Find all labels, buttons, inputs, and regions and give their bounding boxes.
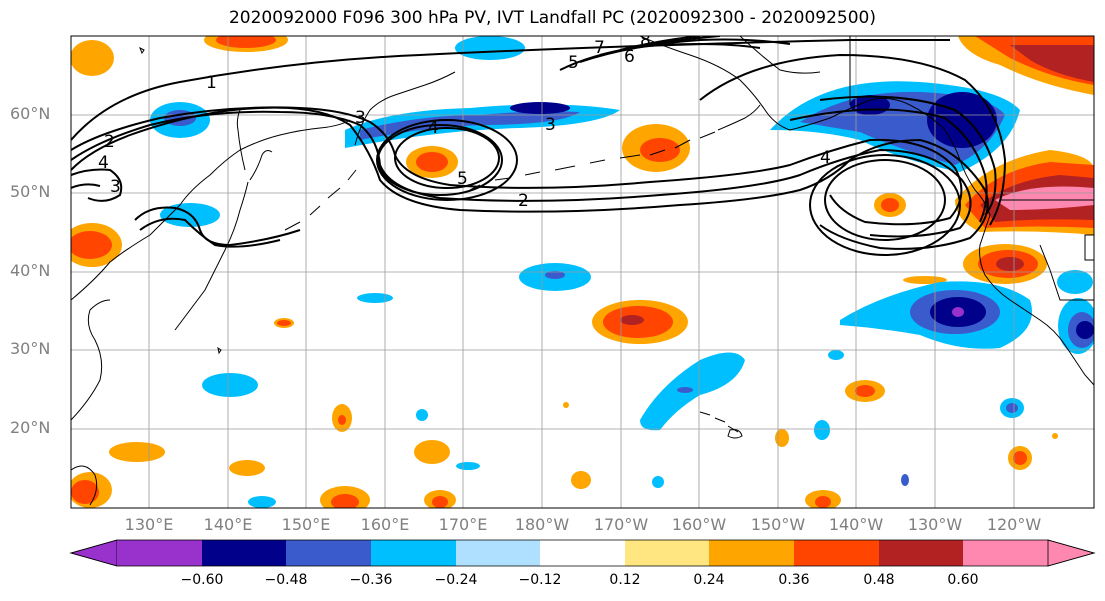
lat-label-60n: 60°N: [10, 104, 51, 123]
gridlines: [71, 36, 1094, 508]
lon-label-180w: 180°W: [514, 515, 570, 534]
contour-label-4: 4: [428, 118, 439, 138]
contour-label-8: 8: [640, 31, 651, 51]
colorbar-swatch: [371, 540, 456, 566]
lon-label-140w: 140°W: [828, 515, 884, 534]
colorbar-swatch: [202, 540, 286, 566]
colorbar-tick: −0.24: [434, 572, 478, 588]
colorbar-extend-max: [1047, 539, 1096, 567]
contour-label-3: 3: [355, 108, 366, 128]
contour-labels: 1 2 2 3 3 3 4 4 4 5 5 6 7 8: [98, 31, 831, 211]
contour-label-6: 6: [624, 47, 635, 67]
pv-contours: [71, 36, 1007, 256]
contour-label-5: 5: [457, 169, 468, 189]
colorbar-tick: −0.48: [264, 572, 308, 588]
colorbar-tick: 0.36: [778, 572, 810, 588]
coastlines: [71, 36, 1094, 506]
lon-label-170w: 170°W: [593, 515, 649, 534]
colorbar-tick: −0.36: [349, 572, 393, 588]
colorbar-swatch: [794, 540, 879, 566]
lon-label-160e: 160°E: [360, 515, 410, 534]
colorbar-swatch: [963, 540, 1048, 566]
contour-label-4: 4: [98, 153, 109, 173]
contour-label-3: 3: [110, 177, 121, 197]
map-frame: [70, 35, 1095, 509]
lat-label-30n: 30°N: [10, 339, 51, 358]
contour-label-2: 2: [518, 191, 529, 211]
colorbar-swatch: [540, 540, 625, 566]
lon-label-130e: 130°E: [124, 515, 174, 534]
map-plot-area: 1 2 2 3 3 3 4 4 4 5 5 6 7 8: [71, 31, 1094, 508]
colorbar-tick: 0.24: [693, 572, 725, 588]
lon-label-170e: 170°E: [438, 515, 488, 534]
colorbar-tick: −0.12: [518, 572, 562, 588]
lon-label-150w: 150°W: [750, 515, 806, 534]
contour-label-7: 7: [594, 38, 605, 58]
lon-label-160w: 160°W: [671, 515, 727, 534]
lon-label-130w: 130°W: [907, 515, 963, 534]
lat-label-50n: 50°N: [10, 182, 51, 201]
lat-label-40n: 40°N: [10, 261, 51, 280]
lon-label-140e: 140°E: [203, 515, 253, 534]
colorbar-extend-min: [69, 539, 118, 567]
lat-label-20n: 20°N: [10, 418, 51, 437]
lon-label-150e: 150°E: [281, 515, 331, 534]
colorbar-tick: 0.60: [947, 572, 979, 588]
colorbar-swatch: [456, 540, 540, 566]
colorbar-tick: −0.60: [180, 572, 224, 588]
contour-label-3: 3: [545, 115, 556, 135]
lon-label-120w: 120°W: [986, 515, 1042, 534]
contour-label-2: 2: [104, 132, 115, 152]
map-title: 2020092000 F096 300 hPa PV, IVT Landfall…: [228, 8, 876, 28]
colorbar-swatch: [625, 540, 709, 566]
colorbar: [69, 539, 1096, 567]
contour-label-4: 4: [820, 148, 831, 168]
contour-label-5: 5: [568, 53, 579, 73]
colorbar-swatch: [286, 540, 371, 566]
colorbar-tick: 0.12: [609, 572, 641, 588]
colorbar-tick: 0.48: [863, 572, 895, 588]
colorbar-swatch: [709, 540, 794, 566]
colorbar-swatch: [879, 540, 963, 566]
contour-label-1: 1: [206, 73, 217, 93]
colorbar-swatch: [117, 540, 202, 566]
